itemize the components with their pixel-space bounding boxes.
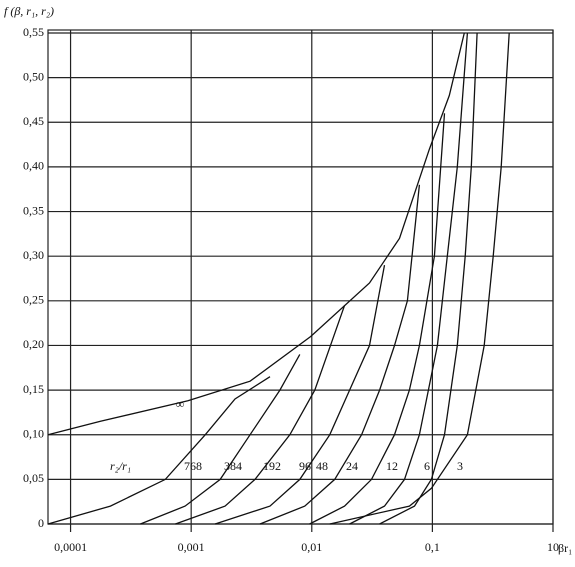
x-tick-label: 0,001	[178, 540, 205, 554]
curve	[47, 32, 465, 436]
curve	[259, 184, 421, 525]
curve-label: 24	[346, 459, 358, 473]
curve-label: 768	[184, 459, 202, 473]
curve-label: 6	[424, 459, 430, 473]
y-tick-label: 0,25	[23, 293, 44, 307]
y-tick-label: 0,10	[23, 426, 44, 440]
plot-frame	[47, 29, 554, 525]
annotation: r₂/r₁	[110, 459, 131, 473]
y-tick-label: 0,55	[23, 25, 44, 39]
x-axis-label: βr₁	[558, 541, 572, 555]
x-tick-label: 10	[547, 540, 559, 554]
y-tick-label: 0,50	[23, 69, 44, 83]
curve-label: 192	[263, 459, 281, 473]
curve	[349, 32, 469, 525]
curve	[329, 32, 510, 525]
curve-label: 12	[386, 459, 398, 473]
curve	[175, 305, 346, 525]
curve-label: 3	[457, 459, 463, 473]
y-tick-label: 0,40	[23, 159, 44, 173]
curve-label: 96	[299, 459, 311, 473]
curve	[214, 264, 386, 525]
curve-label: 48	[316, 459, 328, 473]
y-axis-label: f (β, r₁, r₂)	[4, 4, 54, 18]
curve	[47, 376, 271, 525]
curve-label: ∞	[176, 397, 185, 411]
y-tick-label: 0,35	[23, 203, 44, 217]
curve	[309, 113, 446, 525]
y-tick-label: 0,45	[23, 114, 44, 128]
y-tick-label: 0,15	[23, 382, 44, 396]
y-tick-label: 0,20	[23, 337, 44, 351]
x-tick-label: 0,0001	[54, 540, 87, 554]
x-tick-label: 0,1	[425, 540, 440, 554]
curve	[379, 32, 478, 525]
y-tick-label: 0,30	[23, 248, 44, 262]
y-tick-label: 0	[38, 516, 44, 530]
curve-label: 384	[224, 459, 242, 473]
curve	[140, 354, 301, 525]
y-tick-label: 0,05	[23, 471, 44, 485]
x-tick-label: 0,01	[301, 540, 322, 554]
